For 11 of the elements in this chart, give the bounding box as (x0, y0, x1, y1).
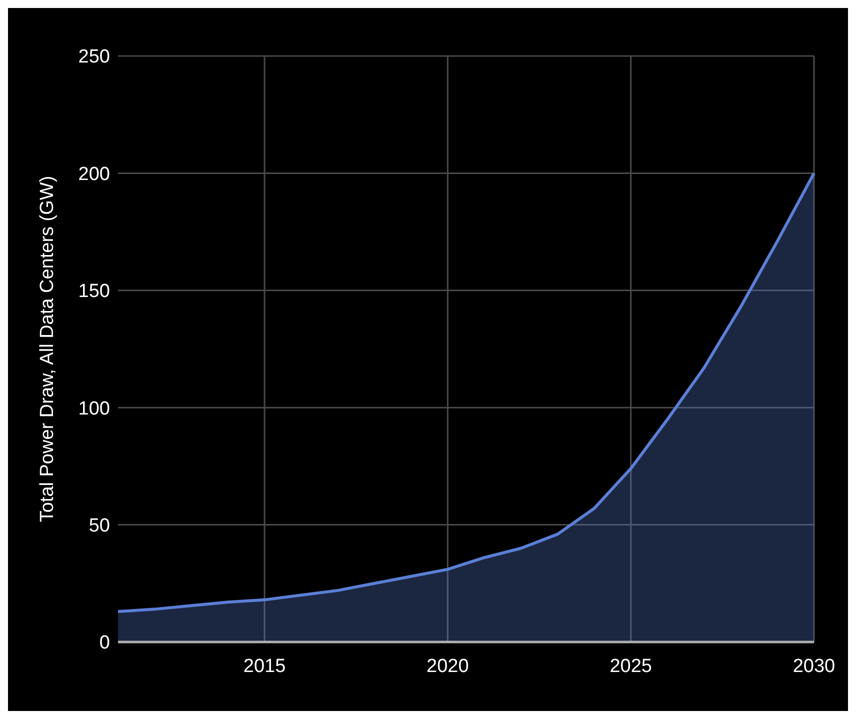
y-tick-label: 0 (99, 632, 110, 654)
y-tick-label: 200 (78, 164, 110, 185)
x-tick-label: 2030 (792, 656, 836, 677)
y-tick-label: 50 (88, 515, 110, 536)
y-tick-label: 250 (78, 46, 110, 68)
x-tick-label: 2020 (426, 656, 469, 677)
x-tick-label: 2015 (243, 656, 286, 677)
y-tick-label: 100 (78, 398, 110, 420)
x-tick-label: 2025 (610, 656, 652, 677)
y-axis-title: Total Power Draw, All Data Centers (GW) (37, 176, 58, 522)
y-tick-label: 150 (78, 281, 110, 302)
